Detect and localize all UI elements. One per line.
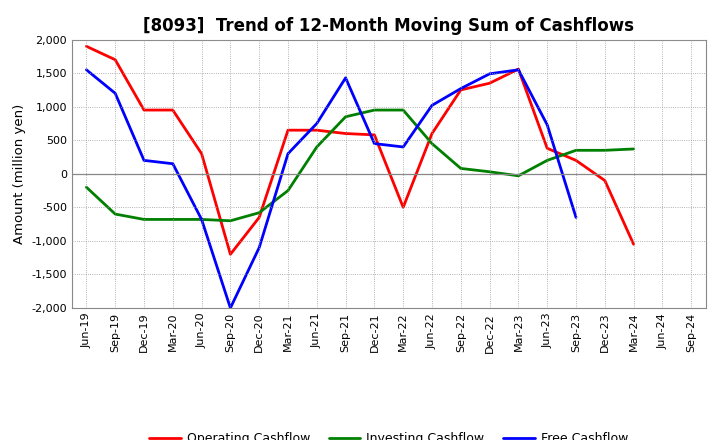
Free Cashflow <box>514 67 523 73</box>
Investing Cashflow <box>140 217 148 222</box>
Operating Cashflow <box>341 131 350 136</box>
Free Cashflow <box>197 217 206 222</box>
Investing Cashflow <box>572 148 580 153</box>
Investing Cashflow <box>168 217 177 222</box>
Operating Cashflow <box>485 81 494 86</box>
Y-axis label: Amount (million yen): Amount (million yen) <box>13 104 26 244</box>
Free Cashflow <box>543 122 552 128</box>
Investing Cashflow <box>629 147 638 152</box>
Operating Cashflow <box>312 128 321 133</box>
Operating Cashflow <box>600 178 609 183</box>
Investing Cashflow <box>600 148 609 153</box>
Operating Cashflow <box>111 57 120 62</box>
Investing Cashflow <box>284 188 292 193</box>
Investing Cashflow <box>111 211 120 216</box>
Investing Cashflow <box>514 173 523 179</box>
Operating Cashflow <box>456 87 465 92</box>
Investing Cashflow <box>399 107 408 113</box>
Investing Cashflow <box>341 114 350 119</box>
Investing Cashflow <box>428 141 436 146</box>
Operating Cashflow <box>428 131 436 136</box>
Investing Cashflow <box>82 185 91 190</box>
Operating Cashflow <box>140 107 148 113</box>
Operating Cashflow <box>226 252 235 257</box>
Investing Cashflow <box>543 158 552 163</box>
Line: Free Cashflow: Free Cashflow <box>86 70 576 308</box>
Free Cashflow <box>341 75 350 81</box>
Legend: Operating Cashflow, Investing Cashflow, Free Cashflow: Operating Cashflow, Investing Cashflow, … <box>145 427 633 440</box>
Free Cashflow <box>456 86 465 91</box>
Operating Cashflow <box>399 205 408 210</box>
Operating Cashflow <box>82 44 91 49</box>
Operating Cashflow <box>543 146 552 151</box>
Investing Cashflow <box>226 218 235 224</box>
Free Cashflow <box>226 305 235 311</box>
Free Cashflow <box>82 67 91 73</box>
Operating Cashflow <box>370 132 379 138</box>
Free Cashflow <box>485 71 494 77</box>
Free Cashflow <box>284 151 292 156</box>
Free Cashflow <box>370 141 379 146</box>
Investing Cashflow <box>456 166 465 171</box>
Free Cashflow <box>111 91 120 96</box>
Free Cashflow <box>312 121 321 126</box>
Free Cashflow <box>255 245 264 250</box>
Title: [8093]  Trend of 12-Month Moving Sum of Cashflows: [8093] Trend of 12-Month Moving Sum of C… <box>143 17 634 35</box>
Operating Cashflow <box>284 128 292 133</box>
Free Cashflow <box>168 161 177 166</box>
Free Cashflow <box>399 144 408 150</box>
Line: Investing Cashflow: Investing Cashflow <box>86 110 634 221</box>
Investing Cashflow <box>197 217 206 222</box>
Investing Cashflow <box>312 144 321 150</box>
Investing Cashflow <box>485 169 494 174</box>
Operating Cashflow <box>572 158 580 163</box>
Operating Cashflow <box>168 107 177 113</box>
Free Cashflow <box>140 158 148 163</box>
Operating Cashflow <box>255 215 264 220</box>
Operating Cashflow <box>629 242 638 247</box>
Operating Cashflow <box>514 66 523 72</box>
Line: Operating Cashflow: Operating Cashflow <box>86 46 634 254</box>
Free Cashflow <box>428 103 436 108</box>
Investing Cashflow <box>370 107 379 113</box>
Operating Cashflow <box>197 151 206 156</box>
Free Cashflow <box>572 215 580 220</box>
Investing Cashflow <box>255 210 264 215</box>
